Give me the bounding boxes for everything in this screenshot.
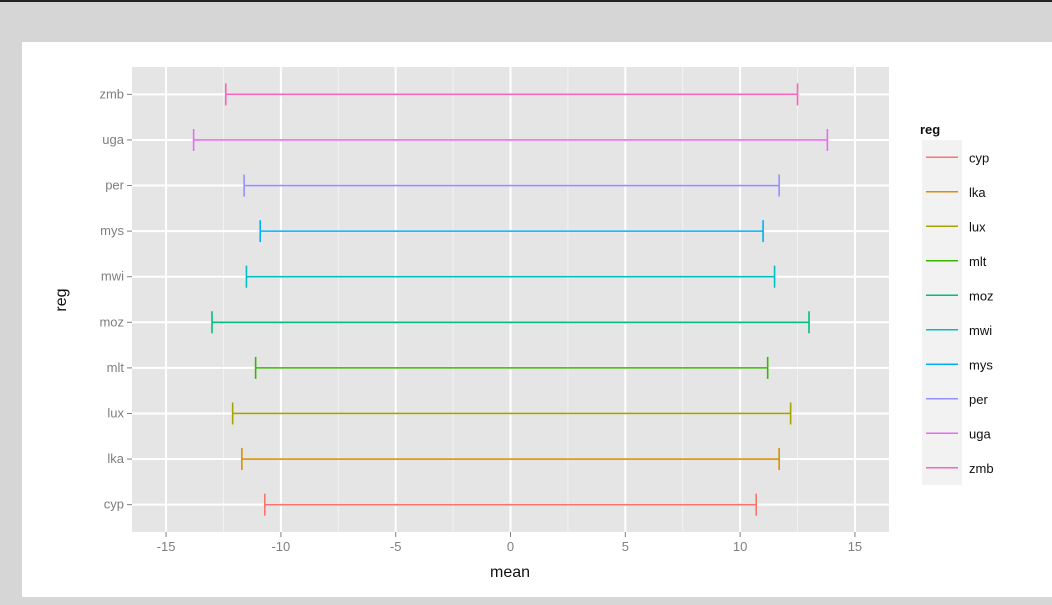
legend-item-mys: mys xyxy=(922,347,993,382)
errorbar-cyp xyxy=(264,493,757,516)
legend-item-mwi: mwi xyxy=(922,312,992,347)
y-tick-label: mys xyxy=(100,223,124,238)
error-bars xyxy=(192,83,829,516)
legend-item-moz: moz xyxy=(922,278,994,313)
errorbar-zmb xyxy=(224,83,799,106)
legend-label: lux xyxy=(969,219,986,234)
y-tick-label: moz xyxy=(99,314,124,329)
legend-label: lka xyxy=(969,185,986,200)
x-tick-label: 5 xyxy=(622,539,629,554)
legend-item-mlt: mlt xyxy=(922,243,987,278)
legend-label: zmb xyxy=(969,461,994,476)
minor-gridlines xyxy=(222,67,799,532)
plot-panel: cyp lka lux mlt moz mwi mys per uga zmb -15 -10 -5 0… xyxy=(22,42,1052,597)
y-tick-label: per xyxy=(105,178,124,193)
errorbar-mys xyxy=(259,220,764,243)
legend-label: cyp xyxy=(969,150,989,165)
x-tick-label: 0 xyxy=(507,539,514,554)
legend-label: mys xyxy=(969,357,993,372)
x-tick-label: -10 xyxy=(271,539,290,554)
x-tick-label: -5 xyxy=(390,539,402,554)
errorbar-chart: cyp lka lux mlt moz mwi mys per uga zmb -15 -10 -5 0… xyxy=(53,67,994,581)
y-tick-label: cyp xyxy=(104,497,124,512)
errorbar-lka xyxy=(241,448,780,471)
y-axis-ticks: cyp lka lux mlt moz mwi mys per uga zmb xyxy=(99,86,132,512)
legend-item-lka: lka xyxy=(922,174,986,209)
legend-item-lux: lux xyxy=(922,209,986,244)
x-tick-label: 15 xyxy=(848,539,862,554)
legend-item-per: per xyxy=(922,381,988,416)
x-tick-label: -15 xyxy=(157,539,176,554)
legend-item-cyp: cyp xyxy=(922,140,989,175)
y-tick-label: zmb xyxy=(99,86,124,101)
y-axis-title: reg xyxy=(53,288,70,311)
legend-items: cyp lka lux mlt moz mwi mys per uga zmb xyxy=(922,140,994,485)
legend-label: mwi xyxy=(969,323,992,338)
y-tick-label: lka xyxy=(107,451,124,466)
y-tick-label: uga xyxy=(102,132,124,147)
legend-label: mlt xyxy=(969,254,987,269)
x-axis-ticks: -15 -10 -5 0 5 10 15 xyxy=(157,532,862,554)
legend-label: moz xyxy=(969,288,994,303)
errorbar-per xyxy=(243,174,780,197)
legend-item-uga: uga xyxy=(922,416,991,451)
errorbar-lux xyxy=(231,402,792,425)
errorbar-moz xyxy=(211,311,810,334)
x-axis-title: mean xyxy=(490,564,530,581)
errorbar-mlt xyxy=(254,356,769,379)
y-tick-label: mlt xyxy=(107,360,125,375)
legend-title: reg xyxy=(920,122,940,137)
legend-label: uga xyxy=(969,426,991,441)
legend-label: per xyxy=(969,392,988,407)
y-tick-label: mwi xyxy=(101,269,124,284)
legend-item-zmb: zmb xyxy=(922,450,994,485)
y-tick-label: lux xyxy=(107,405,124,420)
legend: reg cyp lka lux mlt moz mwi mys per uga zmb xyxy=(920,122,994,485)
errorbar-uga xyxy=(192,128,829,151)
x-tick-label: 10 xyxy=(733,539,747,554)
errorbar-mwi xyxy=(245,265,776,288)
